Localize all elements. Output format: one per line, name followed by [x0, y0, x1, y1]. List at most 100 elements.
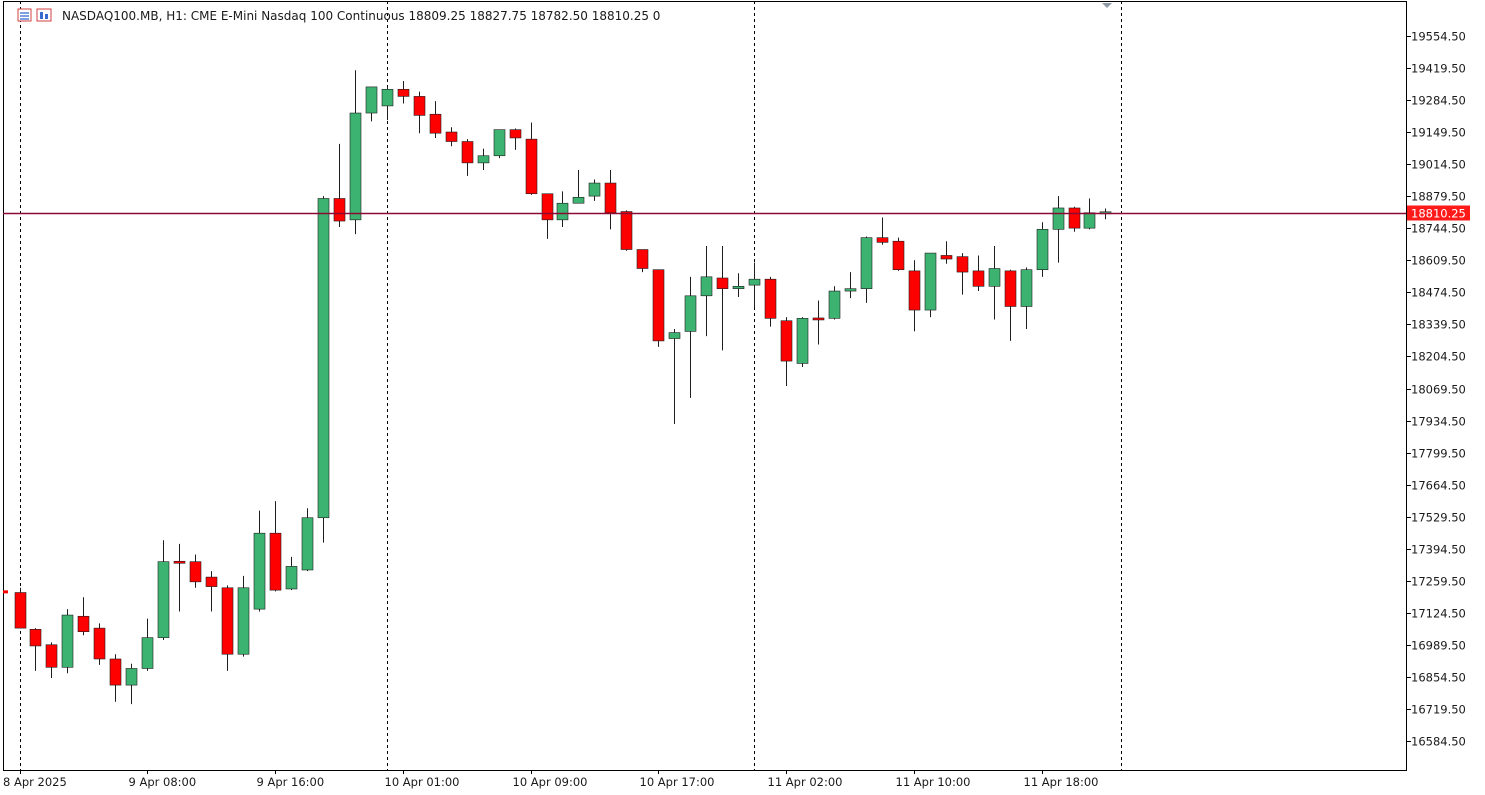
price-tick-label: 17799.50	[1411, 447, 1466, 461]
candle[interactable]	[620, 210, 633, 251]
candle[interactable]	[525, 122, 538, 195]
candle-body	[173, 560, 186, 564]
candle[interactable]	[333, 143, 346, 227]
candle[interactable]	[381, 86, 394, 121]
candle[interactable]	[205, 571, 218, 612]
candle[interactable]	[269, 501, 282, 592]
candle[interactable]	[844, 272, 857, 299]
candle[interactable]	[93, 623, 106, 665]
candle[interactable]	[988, 245, 1001, 320]
candle[interactable]	[556, 191, 569, 227]
candle[interactable]	[636, 249, 649, 273]
candle[interactable]	[413, 91, 426, 134]
candle-body	[301, 517, 314, 571]
candle[interactable]	[668, 329, 681, 424]
candle[interactable]	[29, 628, 42, 671]
candle[interactable]	[892, 237, 905, 271]
price-tick-label: 19284.50	[1411, 94, 1466, 108]
candle[interactable]	[493, 129, 506, 159]
candle[interactable]	[796, 317, 809, 368]
candle[interactable]	[285, 556, 298, 591]
candle[interactable]	[157, 540, 170, 640]
candle[interactable]	[45, 642, 58, 678]
price-tick-label: 16854.50	[1411, 671, 1466, 685]
candle[interactable]	[700, 245, 713, 337]
candle-body	[317, 198, 330, 519]
candle[interactable]	[828, 286, 841, 320]
candle-body	[541, 193, 554, 221]
candle-body	[365, 86, 378, 114]
candle[interactable]	[588, 179, 601, 201]
price-tick-label: 17124.50	[1411, 607, 1466, 621]
candle[interactable]	[748, 262, 761, 308]
candle[interactable]	[764, 276, 777, 327]
candle[interactable]	[221, 585, 234, 671]
candle[interactable]	[684, 276, 697, 398]
candle[interactable]	[461, 139, 474, 176]
candle[interactable]	[1052, 196, 1065, 263]
candle[interactable]	[365, 86, 378, 122]
candle-body	[876, 237, 889, 243]
candle-body	[14, 592, 27, 629]
candle-body	[956, 256, 969, 273]
price-tick-label: 19014.50	[1411, 158, 1466, 172]
candle-body	[269, 532, 282, 591]
candle-body	[125, 668, 138, 686]
candle[interactable]	[972, 255, 985, 292]
candle[interactable]	[1036, 222, 1049, 277]
candle-body	[652, 269, 665, 342]
candle[interactable]	[1004, 269, 1017, 341]
chart-window-icon[interactable]	[36, 8, 52, 22]
candle-body	[636, 249, 649, 269]
candle[interactable]	[940, 241, 953, 264]
candle[interactable]	[189, 554, 202, 588]
candle[interactable]	[317, 196, 330, 543]
candle[interactable]	[237, 575, 250, 657]
candle[interactable]	[141, 618, 154, 671]
chart-shift-marker-icon[interactable]	[1102, 3, 1112, 8]
day-separators	[20, 1, 1122, 770]
candle[interactable]	[125, 663, 138, 705]
candle-body	[604, 182, 617, 214]
candle[interactable]	[77, 597, 90, 636]
candle[interactable]	[716, 245, 729, 351]
candle[interactable]	[61, 609, 74, 674]
candle[interactable]	[445, 127, 458, 147]
candle[interactable]	[812, 300, 825, 345]
candle[interactable]	[173, 543, 186, 612]
candle[interactable]	[908, 260, 921, 332]
price-tick-label: 17529.50	[1411, 511, 1466, 525]
candle-body	[109, 658, 122, 686]
symbol-menu-icon[interactable]	[17, 8, 32, 22]
candle[interactable]	[109, 654, 122, 702]
candle[interactable]	[14, 587, 27, 629]
candle[interactable]	[397, 80, 410, 104]
candle[interactable]	[652, 269, 665, 347]
candle[interactable]	[541, 193, 554, 239]
candle-body	[77, 615, 90, 632]
candle[interactable]	[301, 508, 314, 572]
time-axis: 8 Apr 2025 9 Apr 08:00 9 Apr 16:00 10 Apr 0…	[3, 770, 1098, 789]
candle-body	[988, 268, 1001, 287]
candle[interactable]	[477, 148, 490, 170]
candle[interactable]	[780, 317, 793, 387]
candle[interactable]	[1020, 267, 1033, 330]
candle[interactable]	[924, 252, 937, 318]
candle-body	[588, 182, 601, 197]
candle[interactable]	[1068, 206, 1081, 232]
candle[interactable]	[956, 253, 969, 295]
candle[interactable]	[253, 510, 266, 612]
candle[interactable]	[876, 217, 889, 245]
candle[interactable]	[860, 236, 873, 303]
candle-body	[844, 288, 857, 292]
candle[interactable]	[732, 273, 745, 297]
candle-body	[892, 240, 905, 270]
candle[interactable]	[509, 128, 522, 150]
candle[interactable]	[604, 169, 617, 230]
candle[interactable]	[572, 169, 585, 204]
candle[interactable]	[349, 70, 362, 235]
candle[interactable]	[429, 101, 442, 138]
candle-body	[748, 278, 761, 286]
